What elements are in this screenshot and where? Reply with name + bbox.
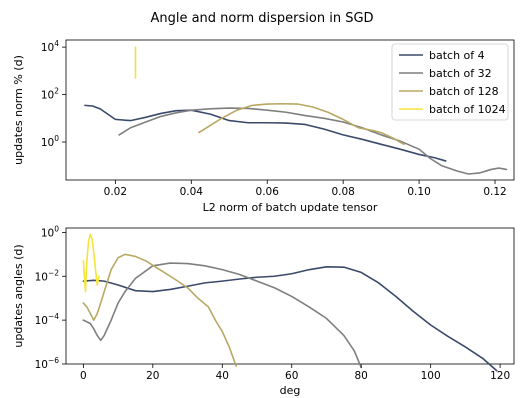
bottom-plot-y-tick-label: 10−2 [35, 268, 60, 283]
bottom-plot-y-tick-label: 10−4 [35, 312, 60, 327]
bottom-plot-x-tick-label: 20 [146, 370, 159, 382]
legend-label-batch-4: batch of 4 [429, 49, 485, 62]
top-plot-x-tick-label: 0.02 [104, 186, 127, 198]
top-plot-y-tick-label: 102 [41, 87, 59, 102]
legend-box [391, 43, 509, 121]
top-plot-x-tick-label: 0.06 [256, 186, 280, 198]
bottom-plot-y-ticks: 100 10−2 10−4 10−6 [35, 224, 66, 371]
bottom-plot-x-tick-label: 60 [285, 370, 298, 382]
top-plot-series [84, 46, 508, 175]
bottom-plot-y-axis-label: updates angles (d) [12, 244, 25, 347]
bottom-plot-y-tick-label: 10−6 [35, 356, 60, 371]
bottom-plot-x-tick-label: 100 [421, 370, 441, 382]
top-plot-y-tick-label: 104 [41, 39, 59, 54]
legend: batch of 4 batch of 32 batch of 128 batc… [391, 43, 509, 121]
bottom-plot-x-tick-label: 40 [216, 370, 229, 382]
bottom-plot-x-ticks: 0 20 40 60 80 100 120 [80, 364, 510, 382]
top-plot-y-ticks: 104 102 100 [41, 39, 66, 149]
bottom-plot-x-tick-label: 80 [355, 370, 368, 382]
legend-label-batch-128: batch of 128 [429, 85, 499, 98]
top-plot-series-batch-of-32 [118, 107, 508, 175]
top-plot-x-axis-label: L2 norm of batch update tensor [203, 201, 378, 214]
bottom-plot-y-tick-label: 100 [41, 224, 59, 239]
legend-label-batch-32: batch of 32 [429, 67, 492, 80]
top-plot-x-tick-label: 0.04 [180, 186, 204, 198]
bottom-plot: 0 20 40 60 80 100 120 100 10−2 10−4 10−6 deg upda… [12, 224, 515, 397]
top-plot-x-tick-label: 0.12 [483, 186, 506, 198]
bottom-plot-series-batch-of-128 [82, 253, 237, 367]
top-plot-x-tick-label: 0.10 [407, 186, 430, 198]
top-plot: 0.02 0.04 0.06 0.08 0.10 0.12 104 102 100 L2 no… [12, 39, 515, 214]
bottom-plot-frame [65, 227, 515, 365]
bottom-plot-x-axis-label: deg [280, 384, 301, 397]
top-plot-y-tick-label: 100 [41, 134, 59, 149]
bottom-plot-series [82, 233, 498, 372]
bottom-plot-series-batch-of-4 [82, 265, 498, 372]
top-plot-x-tick-label: 0.08 [331, 186, 354, 198]
bottom-plot-x-tick-label: 0 [80, 370, 87, 382]
top-plot-series-batch-of-128 [198, 102, 405, 146]
legend-label-batch-1024: batch of 1024 [429, 103, 506, 116]
bottom-plot-series-batch-of-1024 [82, 233, 100, 293]
bottom-plot-x-tick-label: 120 [490, 370, 510, 382]
bottom-plot-series-batch-of-32 [82, 262, 362, 369]
top-plot-frame [65, 39, 515, 181]
top-plot-series-batch-of-4 [84, 104, 447, 162]
top-plot-y-axis-label: updates norm % (d) [12, 55, 25, 165]
figure-title: Angle and norm dispersion in SGD [150, 11, 373, 26]
top-plot-x-ticks: 0.02 0.04 0.06 0.08 0.10 0.12 [104, 180, 507, 198]
